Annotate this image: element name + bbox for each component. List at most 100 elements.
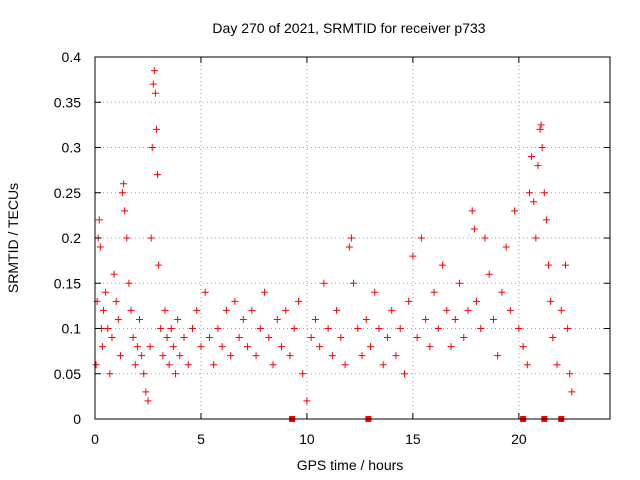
data-point — [146, 343, 154, 351]
data-point — [96, 243, 104, 251]
data-point — [540, 189, 548, 197]
data-point — [538, 144, 546, 151]
data-point — [222, 306, 230, 314]
data-point — [294, 297, 302, 305]
data-point — [244, 343, 252, 351]
data-point — [354, 325, 362, 332]
x-tick-label: 0 — [91, 431, 99, 447]
data-point — [519, 343, 527, 351]
data-point — [422, 315, 430, 323]
data-point — [165, 361, 173, 369]
data-point — [256, 325, 264, 332]
data-point — [362, 315, 370, 323]
data-point — [151, 89, 159, 97]
data-point — [176, 352, 184, 360]
data-point — [114, 315, 122, 323]
data-point — [375, 325, 383, 332]
data-point — [549, 334, 557, 342]
data-point — [201, 288, 209, 296]
data-point — [110, 270, 118, 278]
x-axis: 0 5 10 15 20 — [91, 57, 527, 447]
data-point — [136, 315, 144, 323]
y-tick-label: 0.35 — [54, 94, 81, 110]
y-tick-label: 0.3 — [62, 140, 82, 156]
data-point — [557, 306, 565, 314]
data-point — [265, 334, 273, 342]
data-point — [537, 121, 545, 129]
data-point — [515, 325, 523, 332]
data-point — [451, 315, 459, 323]
data-point — [133, 343, 141, 351]
data-point — [523, 361, 531, 369]
data-points — [92, 67, 576, 405]
data-point — [485, 270, 493, 278]
data-point — [106, 370, 114, 378]
data-point — [350, 279, 358, 287]
data-point — [498, 288, 506, 296]
data-point — [174, 315, 182, 323]
data-point — [193, 306, 201, 314]
data-point — [144, 397, 152, 405]
data-point — [426, 343, 434, 351]
data-point — [456, 279, 464, 287]
data-point — [534, 162, 542, 170]
chart-title: Day 270 of 2021, SRMTID for receiver p73… — [212, 20, 485, 36]
data-point — [108, 334, 116, 342]
data-point — [99, 306, 107, 314]
data-point — [430, 288, 438, 296]
data-point — [149, 80, 157, 88]
data-point — [299, 370, 307, 378]
data-point — [278, 343, 286, 351]
y-tick-label: 0.15 — [54, 275, 81, 291]
data-point — [303, 397, 311, 405]
data-point — [460, 334, 468, 342]
data-point — [392, 352, 400, 360]
data-point — [536, 125, 544, 133]
data-point — [568, 388, 576, 396]
data-point — [320, 279, 328, 287]
data-point — [337, 334, 345, 342]
data-point — [358, 352, 366, 360]
data-point — [119, 189, 127, 197]
data-point — [92, 361, 100, 369]
data-point — [345, 243, 353, 251]
data-point — [98, 343, 106, 351]
grid-lines — [95, 57, 610, 419]
y-tick-label: 0.4 — [62, 49, 82, 65]
data-point — [447, 343, 455, 351]
data-point — [129, 334, 137, 342]
data-point — [282, 306, 290, 314]
data-point — [333, 306, 341, 314]
data-point — [112, 297, 120, 305]
data-point — [405, 297, 413, 305]
data-point — [367, 343, 375, 351]
data-point — [511, 207, 519, 215]
data-point — [413, 334, 421, 342]
data-point — [184, 361, 192, 369]
x-axis-label: GPS time / hours — [297, 457, 404, 473]
data-point — [169, 343, 177, 351]
data-point — [409, 252, 417, 260]
data-point — [205, 334, 213, 342]
y-axis-label: SRMTID / TECUs — [5, 183, 21, 293]
data-point — [434, 325, 442, 332]
data-point — [307, 334, 315, 342]
data-point — [316, 343, 324, 351]
data-point — [188, 325, 196, 332]
data-point — [273, 315, 281, 323]
data-point — [324, 325, 332, 332]
x-tick-label: 15 — [405, 431, 421, 447]
x-tick-label: 20 — [511, 431, 527, 447]
data-point — [561, 261, 569, 269]
data-point — [123, 234, 131, 242]
data-point — [383, 334, 391, 342]
data-point — [252, 352, 260, 360]
data-point — [172, 370, 180, 378]
data-point — [553, 361, 561, 369]
data-point — [210, 361, 218, 369]
x-tick-label: 5 — [197, 431, 205, 447]
data-point — [231, 297, 239, 305]
data-point — [468, 207, 476, 215]
data-point — [125, 279, 133, 287]
data-point — [532, 234, 540, 242]
